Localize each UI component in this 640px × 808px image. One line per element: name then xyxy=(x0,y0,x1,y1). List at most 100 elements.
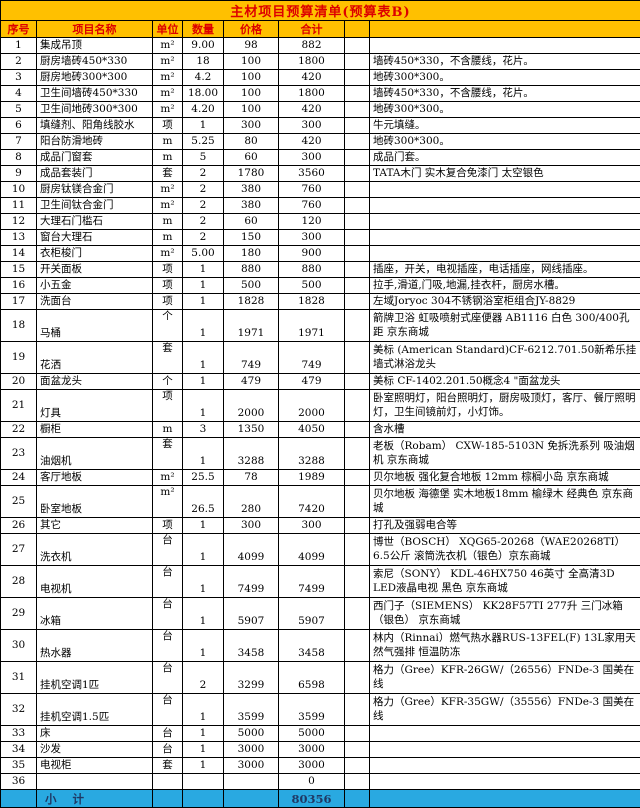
cell-remark[interactable] xyxy=(370,742,640,758)
cell-total[interactable]: 300 xyxy=(279,230,345,246)
cell-total[interactable]: 2000 xyxy=(279,390,345,422)
cell-qty[interactable]: 5 xyxy=(183,150,224,166)
cell-total[interactable]: 4099 xyxy=(279,534,345,566)
cell-price[interactable]: 80 xyxy=(224,134,279,150)
cell-qty[interactable]: 4.20 xyxy=(183,102,224,118)
cell-name[interactable]: 挂机空调1.5匹 xyxy=(37,694,153,726)
cell-remark[interactable]: 美标 (American Standard)CF-6212.701.50新希乐挂… xyxy=(370,342,640,374)
cell-gap[interactable] xyxy=(345,694,370,726)
cell-gap[interactable] xyxy=(345,166,370,182)
subtotal-empty-cell[interactable] xyxy=(183,790,224,808)
cell-no[interactable]: 6 xyxy=(1,118,37,134)
cell-remark[interactable]: 格力（Gree）KFR-35GW/（35556）FNDe-3 国美在线 xyxy=(370,694,640,726)
cell-total[interactable]: 1800 xyxy=(279,86,345,102)
cell-name[interactable]: 厨房墙砖450*330 xyxy=(37,54,153,70)
column-header-remark[interactable] xyxy=(370,21,640,38)
cell-price[interactable]: 280 xyxy=(224,486,279,518)
cell-gap[interactable] xyxy=(345,534,370,566)
cell-remark[interactable]: 打孔及强弱电合等 xyxy=(370,518,640,534)
cell-name[interactable]: 卫生间钛合金门 xyxy=(37,198,153,214)
cell-gap[interactable] xyxy=(345,630,370,662)
cell-gap[interactable] xyxy=(345,38,370,54)
cell-name[interactable]: 其它 xyxy=(37,518,153,534)
cell-price[interactable]: 100 xyxy=(224,70,279,86)
cell-unit[interactable]: 项 xyxy=(153,278,183,294)
cell-unit[interactable]: 台 xyxy=(153,566,183,598)
cell-name[interactable]: 灯具 xyxy=(37,390,153,422)
cell-total[interactable]: 900 xyxy=(279,246,345,262)
cell-gap[interactable] xyxy=(345,70,370,86)
cell-total[interactable]: 420 xyxy=(279,134,345,150)
cell-no[interactable]: 17 xyxy=(1,294,37,310)
cell-gap[interactable] xyxy=(345,390,370,422)
cell-no[interactable]: 25 xyxy=(1,486,37,518)
cell-price[interactable]: 1971 xyxy=(224,310,279,342)
cell-qty[interactable]: 1 xyxy=(183,534,224,566)
cell-total[interactable]: 1971 xyxy=(279,310,345,342)
cell-qty[interactable]: 4.2 xyxy=(183,70,224,86)
cell-name[interactable]: 热水器 xyxy=(37,630,153,662)
cell-no[interactable]: 28 xyxy=(1,566,37,598)
cell-unit[interactable]: m² xyxy=(153,38,183,54)
cell-qty[interactable]: 1 xyxy=(183,342,224,374)
cell-gap[interactable] xyxy=(345,342,370,374)
cell-remark[interactable]: 西门子（SIEMENS） KK28F57TI 277升 三门冰箱（银色） 京东商… xyxy=(370,598,640,630)
cell-unit[interactable]: m² xyxy=(153,102,183,118)
cell-gap[interactable] xyxy=(345,134,370,150)
cell-qty[interactable]: 5.00 xyxy=(183,246,224,262)
cell-unit[interactable]: 套 xyxy=(153,342,183,374)
cell-unit[interactable]: m² xyxy=(153,246,183,262)
cell-no[interactable]: 12 xyxy=(1,214,37,230)
subtotal-empty-cell[interactable] xyxy=(153,790,183,808)
cell-remark[interactable] xyxy=(370,38,640,54)
cell-gap[interactable] xyxy=(345,774,370,790)
cell-name[interactable]: 洗衣机 xyxy=(37,534,153,566)
cell-price[interactable]: 3000 xyxy=(224,758,279,774)
cell-unit[interactable]: 套 xyxy=(153,758,183,774)
cell-price[interactable]: 3000 xyxy=(224,742,279,758)
cell-total[interactable]: 3000 xyxy=(279,758,345,774)
cell-unit[interactable]: 套 xyxy=(153,438,183,470)
cell-name[interactable]: 集成吊顶 xyxy=(37,38,153,54)
cell-gap[interactable] xyxy=(345,486,370,518)
cell-total[interactable]: 3599 xyxy=(279,694,345,726)
cell-gap[interactable] xyxy=(345,662,370,694)
cell-remark[interactable] xyxy=(370,214,640,230)
cell-unit[interactable]: m² xyxy=(153,486,183,518)
cell-name[interactable]: 客厅地板 xyxy=(37,470,153,486)
cell-gap[interactable] xyxy=(345,742,370,758)
cell-name[interactable]: 衣柜梭门 xyxy=(37,246,153,262)
cell-no[interactable]: 7 xyxy=(1,134,37,150)
cell-gap[interactable] xyxy=(345,102,370,118)
cell-name[interactable]: 冰箱 xyxy=(37,598,153,630)
cell-name[interactable]: 电视机 xyxy=(37,566,153,598)
cell-gap[interactable] xyxy=(345,118,370,134)
cell-price[interactable]: 500 xyxy=(224,278,279,294)
cell-gap[interactable] xyxy=(345,438,370,470)
cell-name[interactable]: 面盆龙头 xyxy=(37,374,153,390)
cell-total[interactable]: 300 xyxy=(279,118,345,134)
cell-no[interactable]: 31 xyxy=(1,662,37,694)
cell-remark[interactable]: 拉手,滑道,门吸,地漏,挂衣杆，厨房水槽。 xyxy=(370,278,640,294)
column-header-total[interactable]: 合计 xyxy=(279,21,345,38)
cell-no[interactable]: 4 xyxy=(1,86,37,102)
cell-qty[interactable]: 1 xyxy=(183,518,224,534)
cell-name[interactable]: 沙发 xyxy=(37,742,153,758)
cell-qty[interactable]: 1 xyxy=(183,294,224,310)
cell-price[interactable]: 5907 xyxy=(224,598,279,630)
cell-price[interactable]: 98 xyxy=(224,38,279,54)
cell-price[interactable]: 5000 xyxy=(224,726,279,742)
cell-total[interactable]: 7499 xyxy=(279,566,345,598)
cell-qty[interactable]: 1 xyxy=(183,742,224,758)
cell-qty[interactable]: 2 xyxy=(183,662,224,694)
cell-qty[interactable]: 1 xyxy=(183,630,224,662)
cell-total[interactable]: 3458 xyxy=(279,630,345,662)
cell-qty[interactable]: 2 xyxy=(183,166,224,182)
cell-unit[interactable]: 台 xyxy=(153,694,183,726)
cell-remark[interactable] xyxy=(370,198,640,214)
cell-price[interactable]: 1350 xyxy=(224,422,279,438)
cell-no[interactable]: 9 xyxy=(1,166,37,182)
cell-total[interactable]: 760 xyxy=(279,182,345,198)
cell-qty[interactable]: 1 xyxy=(183,726,224,742)
cell-qty[interactable]: 5.25 xyxy=(183,134,224,150)
